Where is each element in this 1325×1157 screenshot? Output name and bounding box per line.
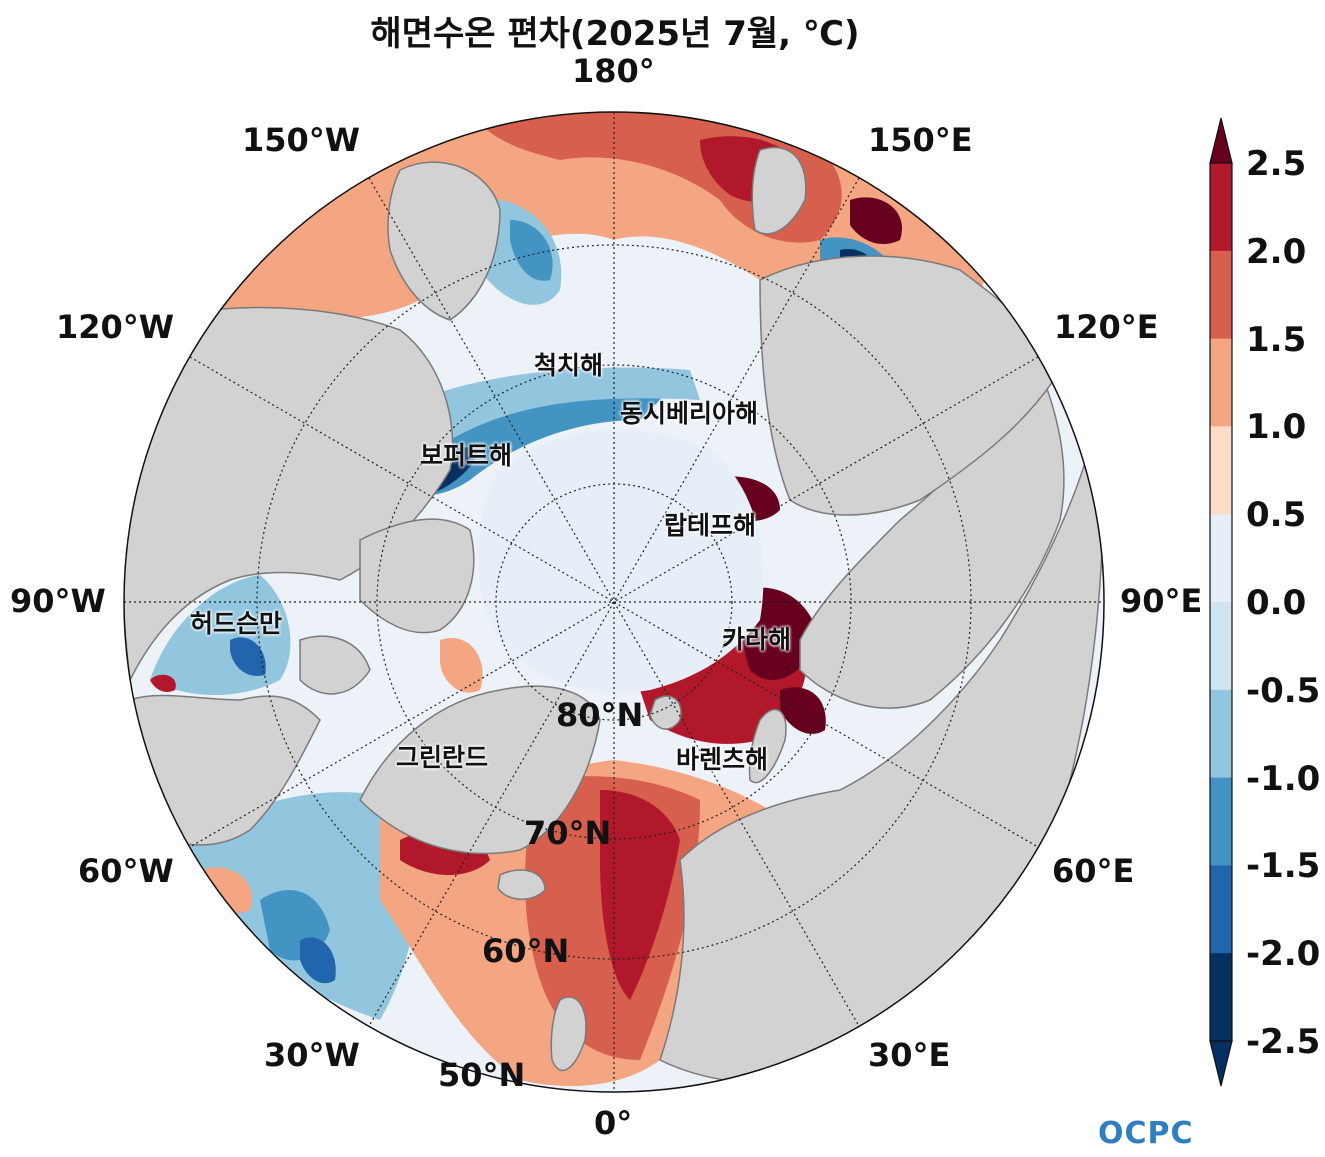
lat-label-70n: 70°N bbox=[524, 814, 612, 852]
map-boundary bbox=[123, 111, 1105, 1093]
colorbar-tick: -1.0 bbox=[1246, 759, 1321, 799]
colorbar-band bbox=[1210, 602, 1232, 691]
colorbar-tick: 1.0 bbox=[1246, 407, 1307, 447]
colorbar-min-extension bbox=[1209, 1040, 1233, 1087]
lon-label-0: 0° bbox=[594, 1104, 633, 1142]
lon-label-180: 180° bbox=[572, 52, 655, 90]
colorbar-band bbox=[1210, 865, 1232, 954]
colorbar-band bbox=[1210, 953, 1232, 1042]
colorbar-tick: -1.5 bbox=[1246, 846, 1321, 886]
colorbar-tick: 0.5 bbox=[1246, 495, 1307, 535]
graticule bbox=[124, 112, 1104, 1092]
colorbar-band bbox=[1210, 514, 1232, 603]
colorbar-tick: 0.0 bbox=[1246, 583, 1307, 623]
lon-label-30e: 30°E bbox=[868, 1036, 951, 1074]
lon-label-90e: 90°E bbox=[1120, 582, 1203, 620]
sea-label-greenland: 그린란드 bbox=[396, 743, 489, 772]
map-title: 해면수온 편차(2025년 7월, ℃) bbox=[370, 14, 860, 54]
lon-label-150e: 150°E bbox=[868, 121, 973, 159]
colorbar-band bbox=[1210, 426, 1232, 515]
lon-label-60w: 60°W bbox=[78, 852, 174, 890]
lat-label-80n: 80°N bbox=[556, 696, 644, 734]
sea-label-barents: 바렌츠해 bbox=[676, 745, 769, 774]
sea-label-hudson: 허드슨만 bbox=[190, 609, 283, 638]
colorbar-tick: 1.5 bbox=[1246, 320, 1307, 360]
ocpc-logo: OCPC bbox=[1098, 1116, 1194, 1151]
sea-label-east-siberian: 동시베리아해 bbox=[620, 399, 759, 428]
colorbar-band bbox=[1210, 163, 1232, 252]
lat-label-60n: 60°N bbox=[482, 932, 570, 970]
colorbar-band bbox=[1210, 777, 1232, 866]
sea-label-kara: 카라해 bbox=[722, 625, 792, 654]
colorbar-max-extension bbox=[1209, 117, 1233, 164]
colorbar-band bbox=[1210, 689, 1232, 779]
sea-label-laptev: 랍테프해 bbox=[664, 511, 757, 540]
lat-label-50n: 50°N bbox=[438, 1056, 526, 1094]
lon-label-120e: 120°E bbox=[1054, 308, 1159, 346]
colorbar-tick: -0.5 bbox=[1246, 671, 1321, 711]
colorbar-tick: 2.5 bbox=[1246, 144, 1307, 184]
colorbar bbox=[1209, 117, 1233, 1087]
lon-label-150w: 150°W bbox=[242, 121, 361, 159]
colorbar-band bbox=[1210, 338, 1232, 427]
lon-label-90w: 90°W bbox=[10, 582, 106, 620]
colorbar-tick: -2.0 bbox=[1246, 934, 1321, 974]
colorbar-tick: 2.0 bbox=[1246, 232, 1307, 272]
sea-label-chukchi: 척치해 bbox=[534, 351, 604, 380]
lon-label-30w: 30°W bbox=[264, 1036, 360, 1074]
colorbar-band bbox=[1210, 250, 1232, 340]
colorbar-tick: -2.5 bbox=[1246, 1022, 1321, 1062]
sea-label-beaufort: 보퍼트해 bbox=[420, 441, 513, 470]
lon-label-120w: 120°W bbox=[56, 308, 175, 346]
lon-label-60e: 60°E bbox=[1052, 852, 1135, 890]
